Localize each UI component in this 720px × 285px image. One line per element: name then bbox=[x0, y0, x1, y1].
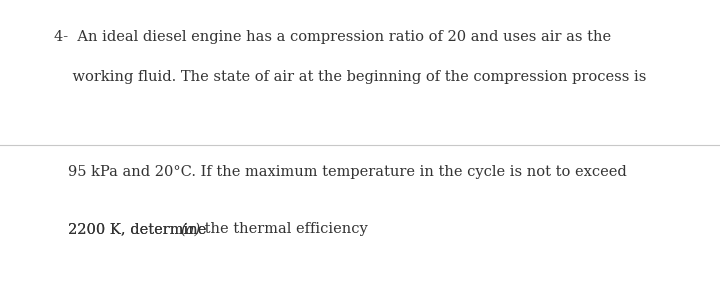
Text: the thermal efficiency: the thermal efficiency bbox=[200, 222, 368, 236]
Text: 2200 K, determine: 2200 K, determine bbox=[68, 222, 212, 236]
Text: 4-  An ideal diesel engine has a compression ratio of 20 and uses air as the: 4- An ideal diesel engine has a compress… bbox=[54, 30, 611, 44]
Text: (a): (a) bbox=[180, 222, 200, 236]
Text: 95 kPa and 20°C. If the maximum temperature in the cycle is not to exceed: 95 kPa and 20°C. If the maximum temperat… bbox=[68, 165, 627, 179]
Text: 2200 K, determine: 2200 K, determine bbox=[68, 222, 212, 236]
Text: working fluid. The state of air at the beginning of the compression process is: working fluid. The state of air at the b… bbox=[54, 70, 647, 84]
